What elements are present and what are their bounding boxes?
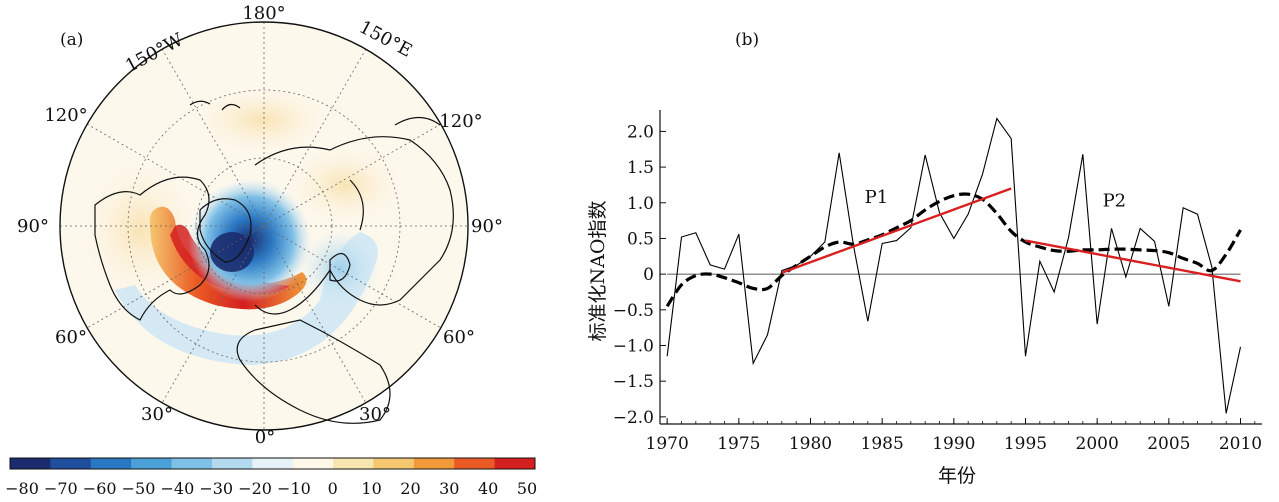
- colorbar-tick-label: 20: [400, 479, 420, 498]
- lon-label-180: 180°: [242, 3, 285, 24]
- x-tick-label: 1985: [861, 434, 904, 454]
- map-border: [59, 21, 469, 431]
- panel-b-label: (b): [735, 30, 759, 50]
- colorbar-tick-label: −50: [122, 479, 156, 498]
- lon-label-0: 0°: [255, 427, 275, 448]
- x-tick-label: 1970: [646, 434, 689, 454]
- colorbar-tick-label: 40: [478, 479, 498, 498]
- y-tick-label: −2.0: [613, 408, 654, 428]
- y-tick-label: −1.0: [613, 337, 654, 357]
- colorbar-swatch: [454, 458, 496, 469]
- trend-line-p1: [781, 187, 1012, 274]
- colorbar-swatch: [131, 458, 173, 469]
- annotation-p1: P1: [865, 187, 889, 208]
- graticule: [60, 22, 468, 430]
- lon-label-30-right: 30°: [359, 404, 391, 425]
- x-tick-label: 1995: [1004, 434, 1047, 454]
- y-tick-label: −0.5: [613, 301, 654, 321]
- panel-a-label: (a): [60, 30, 83, 50]
- x-tick-label: 2000: [1076, 434, 1119, 454]
- colorbar-swatch: [333, 458, 374, 469]
- colorbar-swatch: [211, 458, 253, 469]
- colorbar: −80 −70 −60 −50 −40 −30 −20 −10 0 10 20 30 40 50: [5, 457, 537, 498]
- colorbar-swatch: [50, 458, 92, 469]
- colorbar-tick-label: 30: [439, 479, 459, 498]
- lon-label-120-right: 120°: [439, 111, 482, 132]
- colorbar-swatch: [413, 458, 455, 469]
- trend-line-p2: [1025, 239, 1241, 283]
- colorbar-swatch: [90, 458, 132, 469]
- colorbar-tick-label: 50: [517, 479, 537, 498]
- colorbar-tick-label: 0: [328, 479, 338, 498]
- x-tick-label: 1990: [932, 434, 975, 454]
- colorbar-swatch: [252, 458, 294, 469]
- x-tick-label: 2005: [1147, 434, 1190, 454]
- y-tick-label: 2.0: [627, 122, 654, 142]
- y-tick-label: 0.5: [627, 229, 654, 249]
- coastlines: [94, 100, 454, 424]
- colorbar-tick-label: −40: [161, 479, 195, 498]
- colorbar-tick-label: −10: [277, 479, 311, 498]
- colorbar-swatch: [292, 458, 334, 469]
- colorbar-tick-label: 10: [361, 479, 381, 498]
- y-tick-label: −1.5: [613, 372, 654, 392]
- lon-label-30-left: 30°: [141, 404, 173, 425]
- lon-label-60-right: 60°: [443, 327, 475, 348]
- colorbar-tick-label: −30: [199, 479, 233, 498]
- chart-axes: −2.0 −1.5 −1.0 −0.5 0 0.5 1.0 1.5 2.0 1970 1975 198…: [613, 110, 1262, 454]
- colorbar-swatch: [10, 458, 51, 469]
- colorbar-swatch: [171, 458, 213, 469]
- lon-label-90-right: 90°: [471, 216, 503, 237]
- colorbar-swatch: [373, 458, 415, 469]
- y-tick-label: 1.5: [627, 158, 654, 178]
- colorbar-swatch: [494, 458, 536, 469]
- colorbar-tick-label: −60: [83, 479, 117, 498]
- x-tick-label: 1975: [717, 434, 760, 454]
- x-axis-label: 年份: [938, 465, 976, 487]
- series-annual-line: [666, 117, 1242, 414]
- annotation-p2: P2: [1103, 190, 1127, 211]
- x-tick-label: 1980: [789, 434, 832, 454]
- colorbar-tick-label: −70: [44, 479, 78, 498]
- y-axis-label: 标准化NAO指数: [587, 201, 609, 342]
- nao-chart: (b) −2.0 −1.5 −1.0 −0.5 0 0.5 1.0 1.5 2.0 1970 197…: [587, 30, 1262, 487]
- lon-label-90-left: 90°: [17, 216, 49, 237]
- colorbar-frame: [9, 457, 536, 470]
- colorbar-tick-label: −80: [5, 479, 39, 498]
- y-tick-label: 1.0: [627, 194, 654, 214]
- lon-label-60-left: 60°: [55, 327, 87, 348]
- polar-map: (a): [5, 3, 537, 498]
- series-smoothed-dashed-line: [665, 192, 1242, 308]
- lon-label-120-left: 120°: [44, 105, 87, 126]
- colorbar-tick-label: −20: [238, 479, 272, 498]
- chart-plot: P1 P2: [665, 117, 1242, 414]
- y-tick-label: 0: [643, 265, 654, 285]
- x-tick-label: 2010: [1219, 434, 1262, 454]
